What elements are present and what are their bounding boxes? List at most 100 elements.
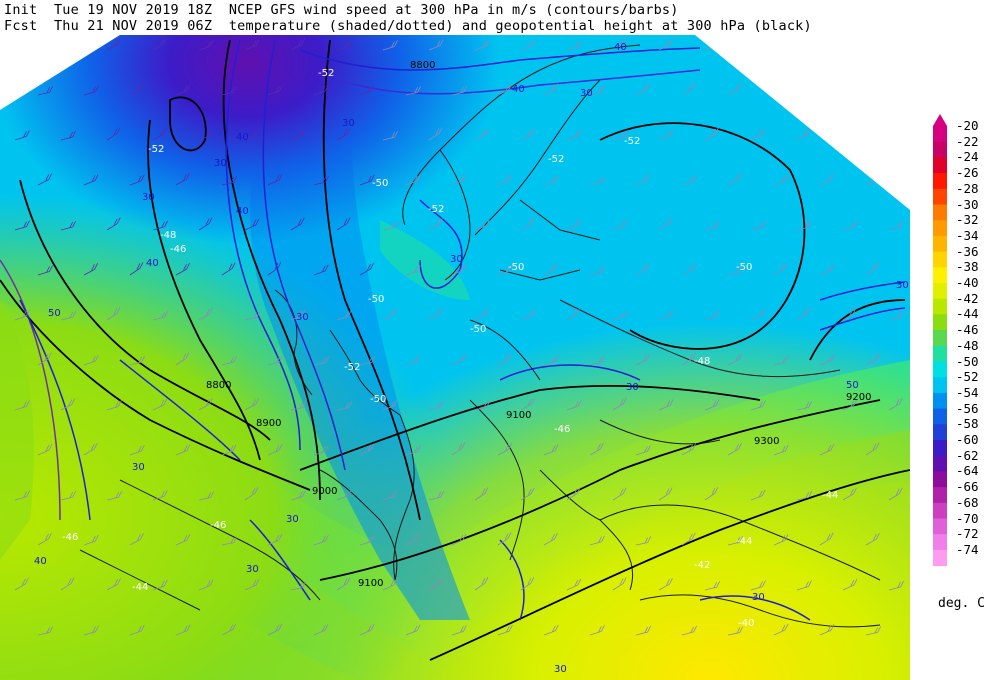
wind-barb [842,399,858,411]
wind-label: 30 [342,118,355,129]
wind-barb [106,400,122,411]
wind-barb [888,221,905,231]
wind-barb [129,82,144,96]
wind-barb [83,534,99,546]
wind-barb [451,264,467,276]
wind-barb [865,532,880,546]
wind-barb [566,129,582,141]
colorbar-level-label: -44 [956,306,979,322]
colorbar-level-label: -42 [956,290,979,306]
wind-barb [60,130,76,141]
wind-barb [658,578,673,591]
wind-barb [520,487,535,501]
wind-barb [152,220,168,231]
wind-barb [37,86,54,96]
wind-barb [428,307,443,321]
colorbar-level-label: -72 [956,526,979,542]
wind-barb [405,86,422,96]
wind-barb [14,400,30,411]
wind-barb [152,579,168,591]
wind-label: 30 [896,280,909,291]
wind-barb [106,491,123,501]
wind-barb [336,489,352,501]
colorbar-level-label: -28 [956,180,979,196]
wind-barb [497,532,512,546]
wind-barb [359,443,375,456]
coastlines-borders [79,44,881,628]
colorbar-level-label: -70 [956,510,979,526]
colorbar-level-label: -52 [956,369,979,385]
colorbar-swatch [933,235,947,253]
colorbar-swatch [933,314,947,331]
wind-barb [589,442,604,456]
wind-barb [359,535,375,546]
wind-barb [382,308,397,321]
wind-barb [865,262,880,276]
wind-barb [83,263,98,276]
wind-barb [451,353,467,366]
wind-barb [612,487,627,501]
wind-barb [704,487,719,501]
height-label: 8800 [206,380,231,391]
temp-label: -50 [470,324,486,335]
wind-barb [474,307,489,321]
wind-barb [60,220,76,231]
temp-label: -52 [624,136,640,147]
height-label: 9000 [312,486,337,497]
wind-barb [198,129,214,141]
wind-barb [474,577,489,591]
wind-barb [313,356,330,366]
wind-barb [382,399,398,411]
wind-barb [359,84,375,96]
wind-barb [336,40,352,51]
wind-barb [612,310,628,321]
wind-barb [405,624,421,636]
colorbar-swatch [933,126,947,143]
wind-barb [612,397,627,411]
colorbar-swatch [933,518,947,535]
wind-barb [589,625,605,636]
wind-labels: 30 40 40 30 30 40 30 30 40 30 50 30 40 3… [34,42,909,675]
temp-label: -46 [170,244,186,255]
wind-barb [336,577,351,591]
wind-barb [152,489,168,501]
wind-barb [865,626,882,636]
wind-barb [267,355,283,366]
wind-barb [543,263,558,276]
wind-barb [543,444,559,456]
units-label: deg. C [938,596,985,611]
wind-barb [681,353,696,366]
temp-label: -52 [318,68,334,79]
wind-barb [60,398,76,411]
wind-barb [819,173,835,186]
wind-barb [727,626,744,636]
wind-barb [405,445,421,456]
wind-barb [428,490,445,501]
wind-barb [382,490,398,501]
wind-label: 40 [614,42,627,53]
wind-barb [497,443,512,456]
wind-barb [451,533,467,546]
wind-label: 40 [146,258,159,269]
colorbar-level-label: -24 [956,149,979,165]
map-background [0,35,910,680]
wind-barbs [14,37,905,636]
colorbar-level-label: -22 [956,133,979,149]
colorbar-swatch [933,188,947,205]
colorbar-swatch [933,157,947,174]
wind-barb [704,127,719,141]
wind-barb [589,535,605,546]
wind-barb [313,264,329,276]
wind-barb [129,533,144,546]
wind-barb [221,175,238,186]
wind-barb [474,39,490,51]
wind-barb [313,445,329,456]
wind-barb [658,487,673,501]
temp-label: -52 [428,204,444,215]
wind-barb [566,399,582,411]
wind-barb [37,443,53,456]
colorbar-swatch [933,471,947,488]
wind-barb [681,532,696,546]
colorbar-swatch [933,204,947,221]
wind-barb [842,220,858,231]
